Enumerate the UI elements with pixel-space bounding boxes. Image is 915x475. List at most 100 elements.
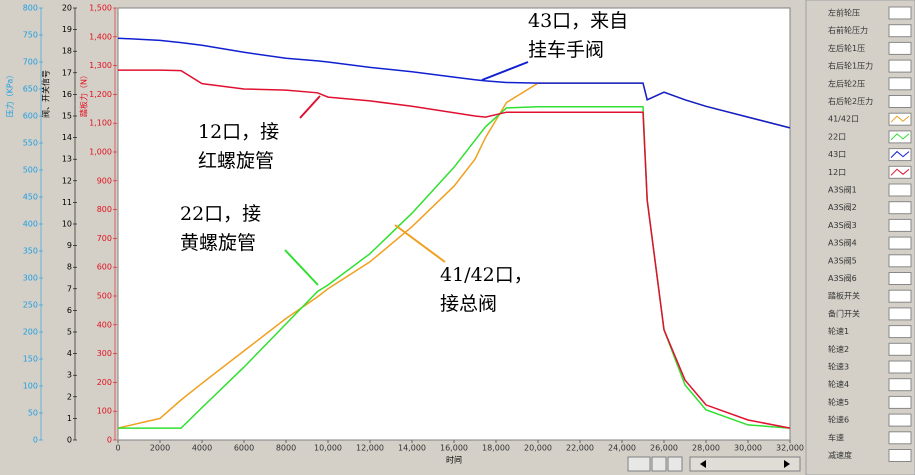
y-tick-label: 600: [97, 263, 112, 272]
y-tick-label: 1,000: [89, 148, 112, 157]
y-tick-label: 200: [23, 328, 38, 337]
x-tick-label: 6000: [234, 444, 254, 453]
annotation-arrow: [284, 249, 319, 286]
marks: [117, 37, 791, 429]
x-tick-label: 32,000: [776, 444, 804, 453]
legend-box: [888, 59, 912, 73]
legend-label: 轮速1: [828, 326, 849, 336]
y-tick-label: 1,500: [89, 4, 112, 13]
legend-label: 轮速4: [828, 379, 849, 389]
x-tick-label: 26,000: [650, 444, 678, 453]
legend-box: [888, 254, 912, 268]
x-tick-label: 20,000: [524, 444, 552, 453]
axis-title: 压力（KPa）: [5, 71, 15, 118]
y-tick-label: 20: [62, 4, 72, 13]
legend-swatch: [890, 133, 910, 141]
y-tick-label: 18: [62, 47, 72, 56]
y-tick-label: 1,300: [89, 61, 112, 70]
y-tick-label: 3: [67, 371, 72, 380]
legend-label: A3S阀6: [828, 274, 857, 283]
annotation-arrow: [394, 224, 446, 263]
y-tick-label: 10: [62, 220, 72, 229]
y-tick-label: 750: [23, 31, 38, 40]
legend-box: [888, 413, 912, 427]
x-tick-label: 4000: [192, 444, 212, 453]
pan-button[interactable]: [651, 456, 667, 472]
annotation: 红螺旋管: [198, 150, 274, 172]
legend-box: [888, 77, 912, 91]
legend-box: [888, 449, 912, 462]
y-tick-label: 6: [67, 306, 72, 315]
legend-box: [888, 342, 912, 356]
y-tick-label: 800: [23, 4, 38, 13]
annotation: 41/42口，: [440, 264, 533, 286]
y-tick-label: 0: [107, 436, 112, 445]
y-tick-label: 150: [23, 355, 38, 364]
legend-label: A3S阀2: [828, 203, 857, 212]
y-tick-label: 250: [23, 301, 38, 310]
legend-label: 轮速2: [828, 344, 849, 354]
x-tick-label: 12,000: [356, 444, 384, 453]
scrollbar[interactable]: [689, 456, 801, 472]
x-tick-label: 8000: [276, 444, 296, 453]
y-tick-label: 200: [97, 378, 112, 387]
y-tick-label: 450: [23, 193, 38, 202]
y-tick-label: 8: [67, 263, 72, 272]
y-tick-label: 400: [97, 320, 112, 329]
annotation: 43口，来自: [528, 10, 628, 32]
y-tick-label: 500: [23, 166, 38, 175]
zoom-button[interactable]: [627, 456, 651, 472]
legend-label: 左后轮1压: [828, 43, 865, 53]
legend-label: 左前轮压: [828, 8, 860, 18]
legend-label: 轮速5: [828, 397, 849, 407]
series-line: [117, 37, 791, 129]
legend-label: A3S阀5: [828, 256, 857, 265]
cursor-button[interactable]: [667, 456, 683, 472]
y-tick-label: 350: [23, 247, 38, 256]
y-tick-label: 5: [67, 328, 72, 337]
y-tick-label: 17: [62, 68, 72, 77]
x-tick-label: 2000: [150, 444, 170, 453]
y-tick-label: 600: [23, 112, 38, 121]
y-tick-label: 650: [23, 85, 38, 94]
y-tick-label: 1,400: [89, 32, 112, 41]
x-tick-label: 18,000: [482, 444, 510, 453]
legend-label: 减速度: [828, 450, 852, 460]
y-tick-label: 1,200: [89, 90, 112, 99]
y-tick-label: 100: [23, 382, 38, 391]
toolbar: [627, 456, 801, 472]
legend-label: 车速: [828, 432, 844, 442]
legend-box: [888, 95, 912, 108]
legend-box: [888, 24, 912, 38]
legend-label: 轮速3: [828, 362, 849, 372]
legend-label: 43口: [828, 150, 846, 159]
x-tick-label: 28,000: [692, 444, 720, 453]
y-tick-label: 0: [67, 436, 72, 445]
legend-box: [888, 289, 912, 303]
y-tick-label: 400: [23, 220, 38, 229]
y-tick-label: 4: [67, 349, 72, 358]
axis-title: 阀、开关信号: [41, 70, 51, 118]
series-line: [118, 69, 791, 429]
legend-label: 41/42口: [828, 115, 859, 124]
y-tick-label: 550: [23, 139, 38, 148]
legend-box: [888, 6, 912, 20]
y-tick-label: 1: [67, 414, 72, 423]
y-tick-label: 300: [23, 274, 38, 283]
y-tick-label: 700: [97, 234, 112, 243]
legend-label: 右后轮2压力: [828, 96, 873, 106]
y-tick-label: 500: [97, 292, 112, 301]
legend-box: [888, 378, 912, 392]
legend-box: [888, 307, 912, 321]
y-tick-label: 7: [67, 284, 72, 293]
annotation: 12口，接: [198, 121, 279, 143]
y-tick-label: 16: [62, 90, 72, 99]
y-tick-label: 11: [62, 198, 72, 207]
y-tick-label: 13: [62, 155, 72, 164]
y-tick-label: 15: [62, 112, 72, 121]
legend-label: 右后轮1压力: [828, 61, 873, 71]
y-tick-label: 14: [62, 133, 72, 142]
legend-swatch: [890, 115, 910, 123]
